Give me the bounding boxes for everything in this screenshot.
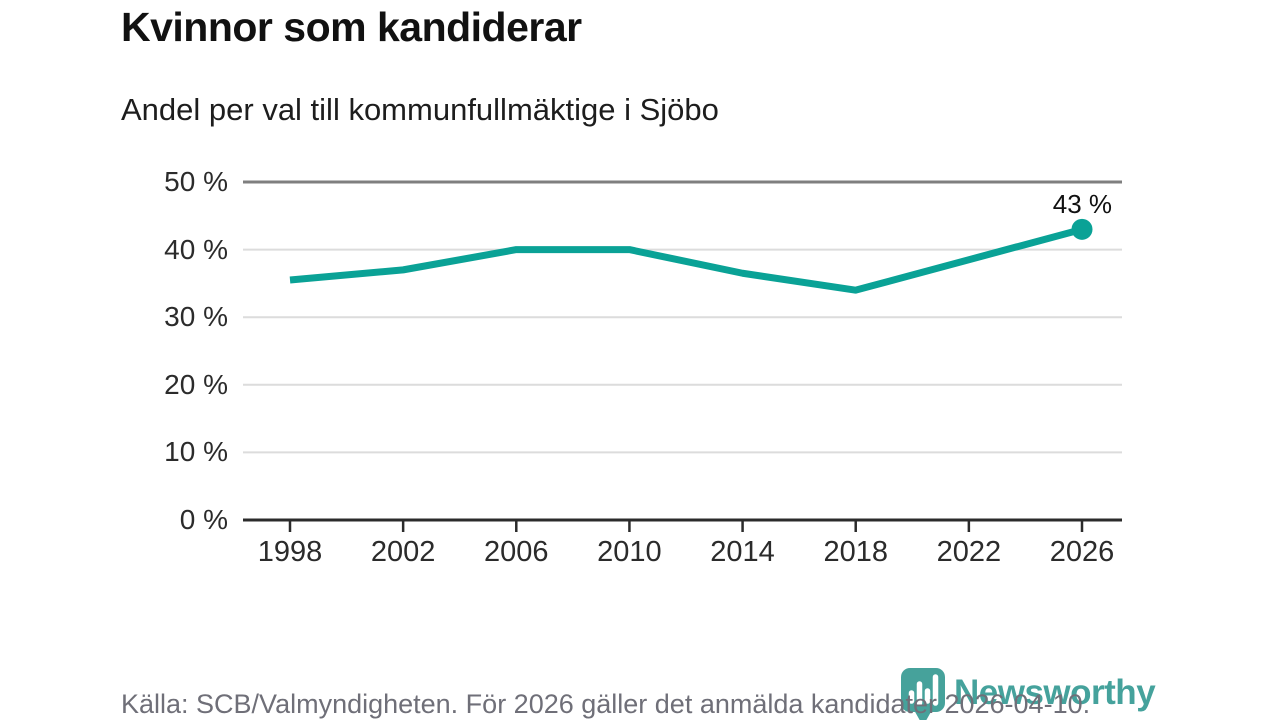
x-tick-label: 2006 — [484, 536, 549, 568]
chart-title: Kvinnor som kandiderar — [121, 4, 582, 50]
y-tick-label: 40 % — [164, 233, 228, 265]
newsworthy-wordmark: Newsworthy — [954, 673, 1156, 712]
x-tick-label: 2014 — [710, 536, 775, 568]
y-tick-label: 10 % — [164, 436, 228, 468]
x-tick-label: 2026 — [1049, 536, 1115, 568]
y-tick-label: 30 % — [164, 301, 228, 333]
x-tick-label: 1998 — [257, 536, 323, 568]
y-tick-label: 0 % — [179, 504, 228, 535]
x-tick-label: 2022 — [936, 536, 1002, 568]
y-tick-label: 50 % — [164, 166, 228, 197]
newsworthy-logo-icon — [901, 668, 945, 720]
y-tick-label: 20 % — [164, 368, 228, 400]
source-note: Källa: SCB/Valmyndigheten. För 2026 gäll… — [121, 689, 1091, 719]
x-tick-label: 2018 — [823, 536, 888, 568]
x-tick-label: 2002 — [370, 536, 436, 568]
last-point-value-label: 43 % — [1052, 189, 1112, 220]
chart-subtitle: Andel per val till kommunfullmäktige i S… — [121, 92, 719, 127]
x-tick-label: 2010 — [597, 536, 662, 568]
